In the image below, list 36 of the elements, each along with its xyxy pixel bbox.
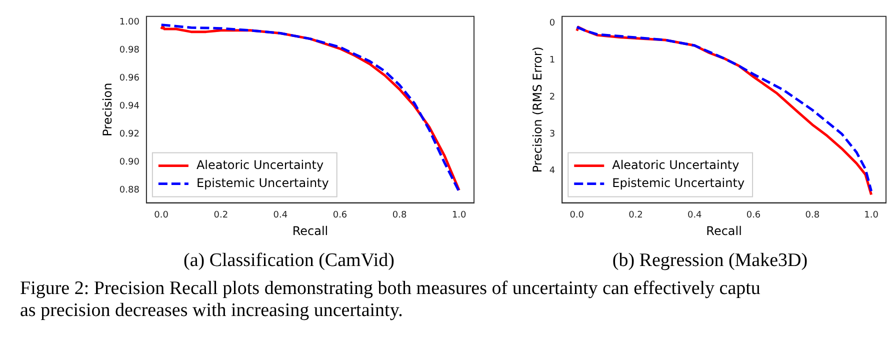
y-tick-label: 2 xyxy=(549,92,556,102)
x-tick-label: 1.0 xyxy=(864,210,879,221)
y-tick-label: 0.90 xyxy=(119,158,140,168)
legend-label: Epistemic Uncertainty xyxy=(196,176,329,190)
legend-label: Epistemic Uncertainty xyxy=(612,176,745,190)
y-axis-title: Precision (RMS Error) xyxy=(530,46,544,173)
legend-label: Aleatoric Uncertainty xyxy=(196,158,324,172)
x-tick-label: 0.8 xyxy=(392,210,407,221)
legend-label: Aleatoric Uncertainty xyxy=(612,158,740,172)
text: (a) Classification (CamVid) xyxy=(182,250,396,272)
y-tick-label: 0 xyxy=(549,18,556,29)
y-axis-title: Precision xyxy=(100,82,114,136)
y-tick-label: 0.96 xyxy=(119,73,140,84)
caption: Figure 2: Precision Recall plots demonstrating both measures of uncertainty can effectively captu xyxy=(20,278,762,300)
y-tick-label: 0.98 xyxy=(119,45,140,56)
text: as precision decreases with increasing uncertainty. xyxy=(20,300,404,322)
y-tick-label: 4 xyxy=(549,166,556,176)
y-tick-label: 3 xyxy=(549,129,556,140)
y-tick-label: 1.00 xyxy=(119,17,140,28)
y-tick-label: 0.88 xyxy=(119,186,140,196)
x-tick-label: 0.2 xyxy=(214,210,228,221)
x-tick-label: 1.0 xyxy=(452,210,467,221)
x-tick-label: 0.4 xyxy=(273,210,288,221)
x-axis-title: Recall xyxy=(292,224,328,238)
x-axis-title: Recall xyxy=(706,224,742,238)
x-tick-label: 0.0 xyxy=(154,210,169,221)
y-tick-label: 1 xyxy=(549,56,556,66)
x-tick-label: 0.0 xyxy=(570,210,584,221)
x-tick-label: 0.8 xyxy=(805,210,820,221)
y-tick-label: 0.94 xyxy=(119,101,140,112)
x-tick-label: 0.2 xyxy=(628,210,643,221)
x-tick-label: 0.4 xyxy=(687,210,702,221)
y-tick-label: 0.92 xyxy=(119,129,140,140)
x-tick-label: 0.6 xyxy=(746,210,761,221)
x-tick-label: 0.6 xyxy=(332,210,348,221)
text: (b) Regression (Make3D) xyxy=(611,250,809,272)
